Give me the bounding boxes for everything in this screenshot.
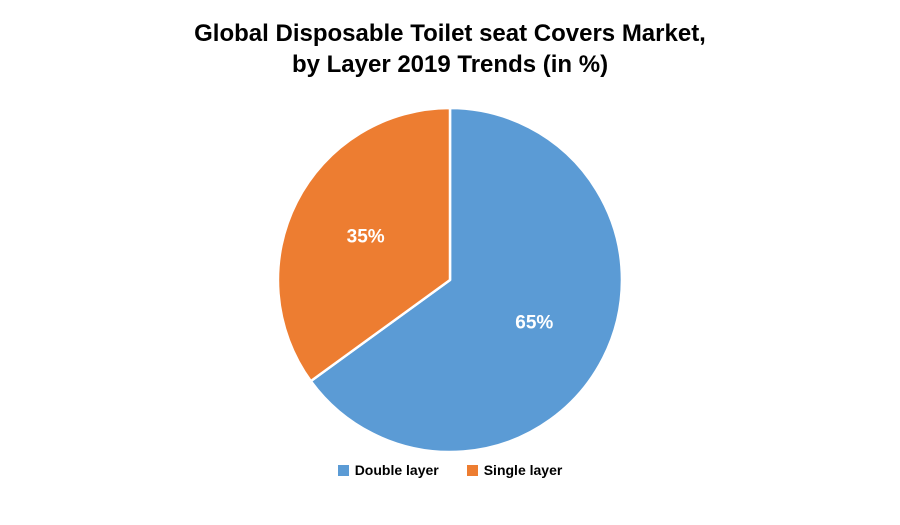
legend-label-single-layer: Single layer [483,462,563,479]
legend-swatch-single-layer [466,464,478,476]
legend-swatch-double-layer [337,464,349,476]
pie-label-single-layer: 35% [347,227,385,248]
legend: Double layer Single layer [0,462,900,478]
pie-chart: 65% 35% [276,107,624,454]
chart-title: Global Disposable Toilet seat Covers Mar… [194,20,706,79]
legend-item-double-layer: Double layer [337,462,439,479]
pie-slices [276,107,624,454]
legend-item-single-layer: Single layer [466,462,563,479]
pie-slice-double-layer [309,107,624,454]
pie-label-double-layer: 65% [515,313,553,334]
pie-slice-single-layer [276,107,452,383]
legend-label-double-layer: Double layer [354,462,439,479]
